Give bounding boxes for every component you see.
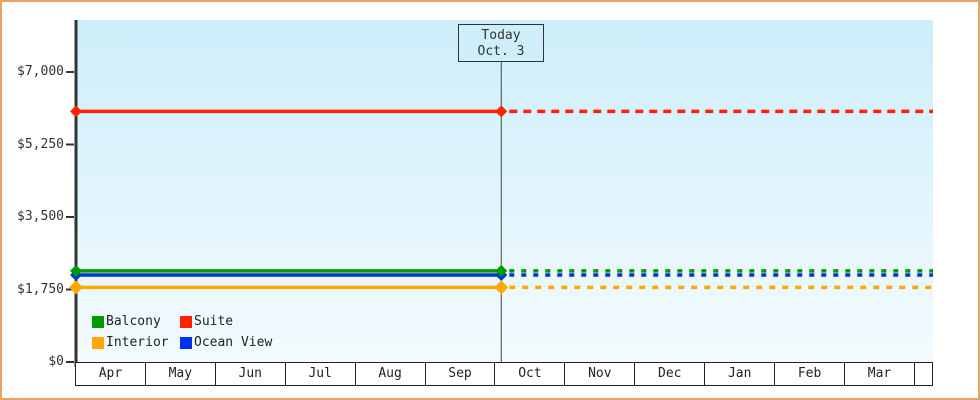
- month-cell-mar: Mar: [845, 363, 915, 385]
- legend-label: Balcony: [106, 314, 161, 329]
- month-cell-empty: [915, 363, 932, 385]
- y-axis-label: $7,000: [17, 64, 64, 79]
- series-marker-balcony: [70, 264, 82, 277]
- legend-swatch: [180, 336, 192, 349]
- today-marker-box: Today Oct. 3: [458, 24, 544, 62]
- series-suite: [70, 105, 933, 118]
- month-cell-jul: Jul: [285, 363, 356, 385]
- month-cell-may: May: [145, 363, 216, 385]
- legend-swatch: [92, 315, 104, 328]
- legend-item-balcony: Balcony: [92, 314, 180, 329]
- y-axis-label: $1,750: [17, 281, 64, 297]
- legend-label: Suite: [194, 314, 234, 329]
- today-date: Oct. 3: [477, 44, 525, 59]
- y-axis-label: $5,250: [17, 136, 64, 152]
- month-cell-jan: Jan: [705, 363, 776, 385]
- legend-label: Interior: [106, 335, 169, 350]
- month-cell-apr: Apr: [76, 363, 146, 385]
- legend-item-ocean-view: Ocean View: [180, 335, 272, 350]
- series-marker-balcony: [495, 264, 508, 277]
- series-balcony: [70, 264, 933, 277]
- legend: Balcony Suite Interior Ocean View: [92, 314, 272, 350]
- legend-label: Ocean View: [194, 335, 273, 350]
- month-cell-sep: Sep: [425, 363, 496, 385]
- month-cell-oct: Oct: [495, 363, 566, 385]
- month-cell-nov: Nov: [565, 363, 636, 385]
- month-cell-jun: Jun: [215, 363, 286, 385]
- series-marker-suite: [495, 105, 508, 118]
- y-axis-label: $0: [48, 354, 64, 369]
- x-axis-month-band: Apr May Jun Jul Aug Sep Oct Nov Dec Jan Feb Mar: [75, 362, 933, 386]
- today-label: Today: [481, 28, 521, 43]
- y-axis-label: $3,500: [17, 209, 64, 224]
- month-cell-dec: Dec: [635, 363, 706, 385]
- legend-swatch: [180, 315, 192, 328]
- legend-swatch: [92, 336, 104, 349]
- plot-background: [75, 20, 933, 362]
- legend-item-interior: Interior: [92, 335, 180, 350]
- series-marker-suite: [70, 105, 82, 118]
- series-marker-interior: [494, 280, 509, 295]
- legend-item-suite: Suite: [180, 314, 272, 329]
- series-marker-interior: [69, 280, 83, 295]
- series-interior: [69, 280, 933, 295]
- month-cell-aug: Aug: [355, 363, 426, 385]
- month-cell-feb: Feb: [775, 363, 846, 385]
